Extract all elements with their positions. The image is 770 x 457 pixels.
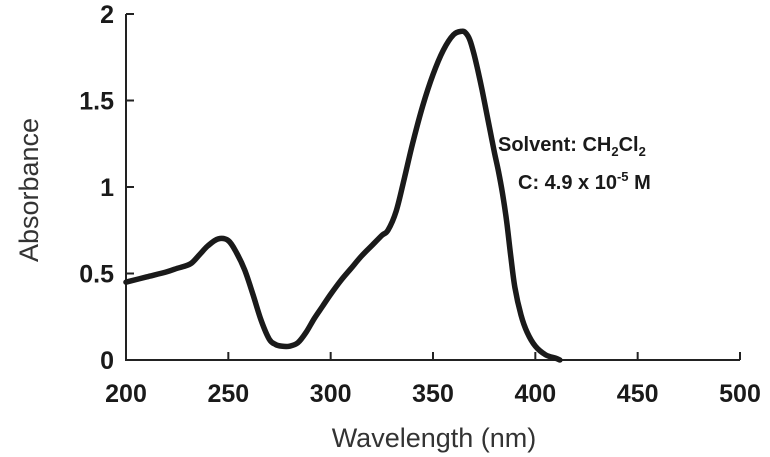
x-tick-label: 500 [719,380,761,408]
tick-labels: 200 250 300 350 400 450 500 0 0.5 1 1.5 2 [79,1,761,408]
x-tick-label: 200 [105,380,147,408]
y-axis-title: Absorbance [14,118,44,262]
ticks [125,13,741,361]
absorbance-series-line [123,28,563,363]
x-tick-label: 450 [617,380,659,408]
y-tick-label: 0.5 [79,261,114,289]
concentration-annotation: C: 4.9 x 10-5 M [518,169,651,194]
x-tick-label: 350 [412,380,454,408]
y-tick-label: 2 [100,1,114,29]
y-tick-label: 0 [100,347,114,375]
x-tick-label: 400 [514,380,556,408]
solvent-annotation: Solvent: CH2Cl2 [498,134,646,159]
x-tick-label: 300 [310,380,352,408]
y-tick-label: 1.5 [79,88,114,116]
y-tick-label: 1 [100,174,114,202]
x-axis-title: Wavelength (nm) [332,423,537,453]
x-tick-label: 250 [207,380,249,408]
